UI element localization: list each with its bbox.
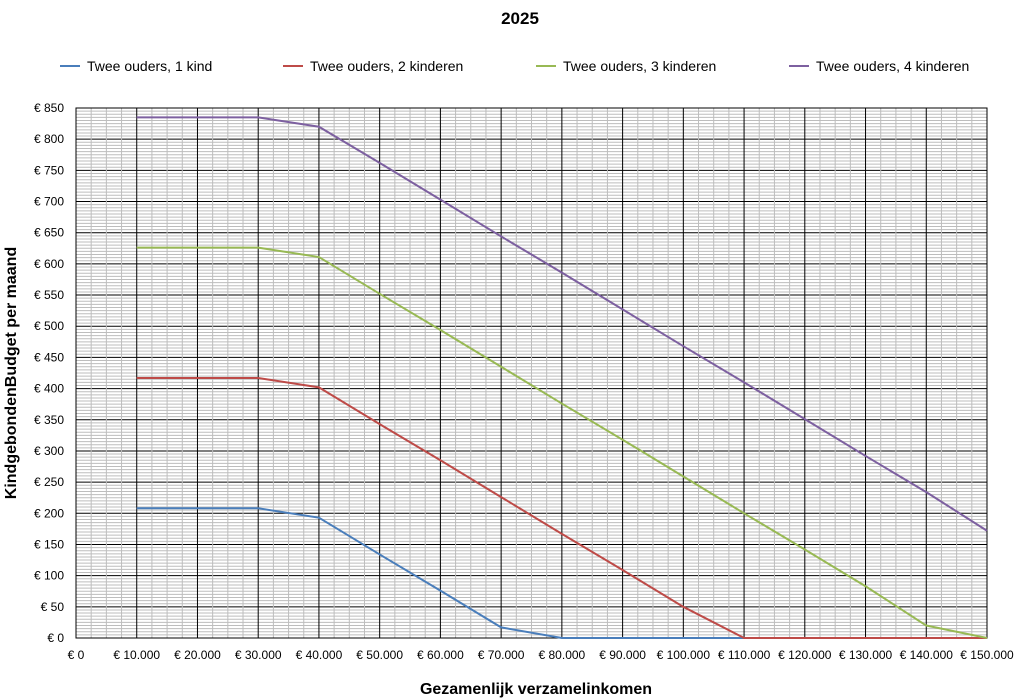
plot-area-border <box>75 107 988 639</box>
y-axis-label: KindgebondenBudget per maand <box>3 247 20 499</box>
x-tick-label: € 30.000 <box>235 648 282 662</box>
x-tick-label: € 0 <box>68 648 85 662</box>
legend: Twee ouders, 1 kind Twee ouders, 2 kinder… <box>60 58 969 74</box>
y-tick-label: € 0 <box>47 631 64 645</box>
y-tick-label: € 500 <box>34 319 64 333</box>
y-tick-label: € 100 <box>34 569 64 583</box>
x-tick-label: € 40.000 <box>296 648 343 662</box>
y-tick-label: € 350 <box>34 413 64 427</box>
x-tick-label: € 150.000 <box>960 648 1014 662</box>
series-line-3 <box>136 246 988 639</box>
legend-item: Twee ouders, 2 kinderen <box>283 58 463 74</box>
legend-item: Twee ouders, 1 kind <box>60 58 212 74</box>
y-tick-label: € 450 <box>34 350 64 364</box>
x-tick-label: € 10.000 <box>113 648 160 662</box>
series-line-2 <box>136 376 987 639</box>
series-lines <box>136 116 988 639</box>
x-tick-label: € 110.000 <box>718 648 771 662</box>
x-tick-label: € 70.000 <box>478 648 525 662</box>
legend-label: Twee ouders, 1 kind <box>87 58 212 74</box>
x-tick-label: € 100.000 <box>657 648 711 662</box>
x-tick-label: € 120.000 <box>778 648 832 662</box>
chart-title: 2025 <box>501 9 539 28</box>
y-tick-label: € 750 <box>34 163 64 177</box>
legend-label: Twee ouders, 4 kinderen <box>816 58 969 74</box>
x-axis-ticks: € 0 € 10.000 € 20.000 € 30.000 € 40.000 € 50.… <box>68 648 1014 662</box>
y-tick-label: € 400 <box>34 382 64 396</box>
x-tick-label: € 140.000 <box>900 648 954 662</box>
legend-item: Twee ouders, 4 kinderen <box>789 58 969 74</box>
legend-label: Twee ouders, 2 kinderen <box>310 58 463 74</box>
y-tick-label: € 300 <box>34 444 64 458</box>
x-tick-label: € 60.000 <box>417 648 464 662</box>
series-line-4 <box>136 116 988 532</box>
x-tick-label: € 130.000 <box>839 648 893 662</box>
legend-item: Twee ouders, 3 kinderen <box>536 58 716 74</box>
y-tick-label: € 850 <box>34 101 64 115</box>
x-tick-label: € 80.000 <box>539 648 586 662</box>
y-tick-label: € 600 <box>34 257 64 271</box>
y-tick-label: € 550 <box>34 288 64 302</box>
x-axis-label: Gezamenlijk verzamelinkomen <box>420 681 652 698</box>
legend-label: Twee ouders, 3 kinderen <box>563 58 716 74</box>
y-axis-ticks: € 0 € 50 € 100 € 150 € 200 € 250 € 300 € 350 € 4… <box>34 101 64 645</box>
y-tick-label: € 250 <box>34 475 64 489</box>
x-tick-label: € 50.000 <box>356 648 403 662</box>
y-tick-label: € 700 <box>34 195 64 209</box>
y-tick-label: € 200 <box>34 506 64 520</box>
y-tick-label: € 650 <box>34 226 64 240</box>
grid <box>75 107 988 639</box>
x-tick-label: € 90.000 <box>599 648 646 662</box>
y-tick-label: € 800 <box>34 132 64 146</box>
x-tick-label: € 20.000 <box>174 648 221 662</box>
y-tick-label: € 150 <box>34 537 64 551</box>
y-tick-label: € 50 <box>41 600 65 614</box>
